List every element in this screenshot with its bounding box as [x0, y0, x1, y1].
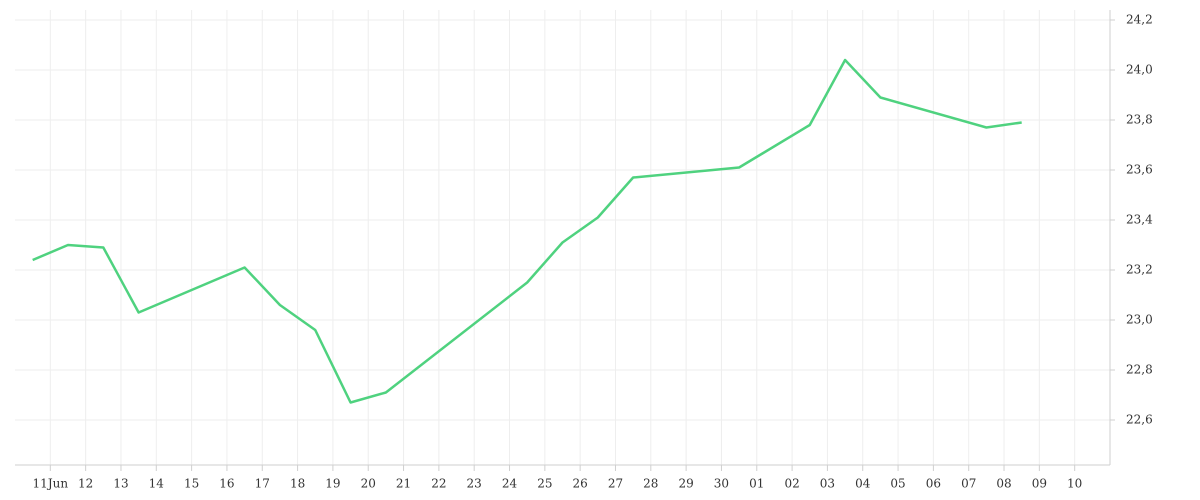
x-tick-label: 24	[502, 477, 518, 491]
y-tick-label: 23,2	[1126, 263, 1153, 277]
y-tick-label: 23,6	[1126, 163, 1153, 177]
y-tick-label: 24,0	[1126, 63, 1153, 77]
x-tick-label: 04	[855, 477, 871, 491]
x-tick-label: 14	[149, 477, 165, 491]
x-tick-label: 09	[1032, 477, 1047, 491]
x-tick-label: 21	[396, 477, 411, 491]
y-tick-label: 23,0	[1126, 313, 1153, 327]
x-tick-label: 12	[78, 477, 93, 491]
x-tick-label: 18	[290, 477, 305, 491]
x-tick-label: 30	[714, 477, 729, 491]
x-tick-label: 11Jun	[33, 477, 69, 491]
x-tick-label: 15	[184, 477, 199, 491]
x-tick-label: 26	[573, 477, 588, 491]
x-tick-label: 05	[890, 477, 905, 491]
x-tick-label: 03	[820, 477, 835, 491]
x-tick-label: 08	[996, 477, 1011, 491]
x-tick-label: 06	[926, 477, 941, 491]
x-tick-label: 29	[678, 477, 693, 491]
x-tick-label: 22	[431, 477, 446, 491]
x-tick-label: 13	[113, 477, 128, 491]
y-tick-label: 22,6	[1126, 413, 1153, 427]
x-tick-label: 27	[608, 477, 623, 491]
y-tick-label: 22,8	[1126, 363, 1153, 377]
x-tick-label: 07	[961, 477, 976, 491]
x-tick-label: 19	[325, 477, 340, 491]
y-tick-label: 23,8	[1126, 113, 1153, 127]
x-tick-label: 02	[784, 477, 799, 491]
x-tick-label: 25	[537, 477, 552, 491]
y-tick-label: 24,2	[1126, 13, 1153, 27]
x-tick-label: 10	[1067, 477, 1082, 491]
x-tick-label: 28	[643, 477, 658, 491]
x-tick-label: 16	[219, 477, 234, 491]
x-tick-label: 23	[467, 477, 482, 491]
y-tick-label: 23,4	[1126, 213, 1153, 227]
line	[32, 58, 1022, 404]
x-tick-label: 20	[361, 477, 376, 491]
x-tick-label: 17	[255, 477, 270, 491]
x-tick-label: 01	[749, 477, 764, 491]
